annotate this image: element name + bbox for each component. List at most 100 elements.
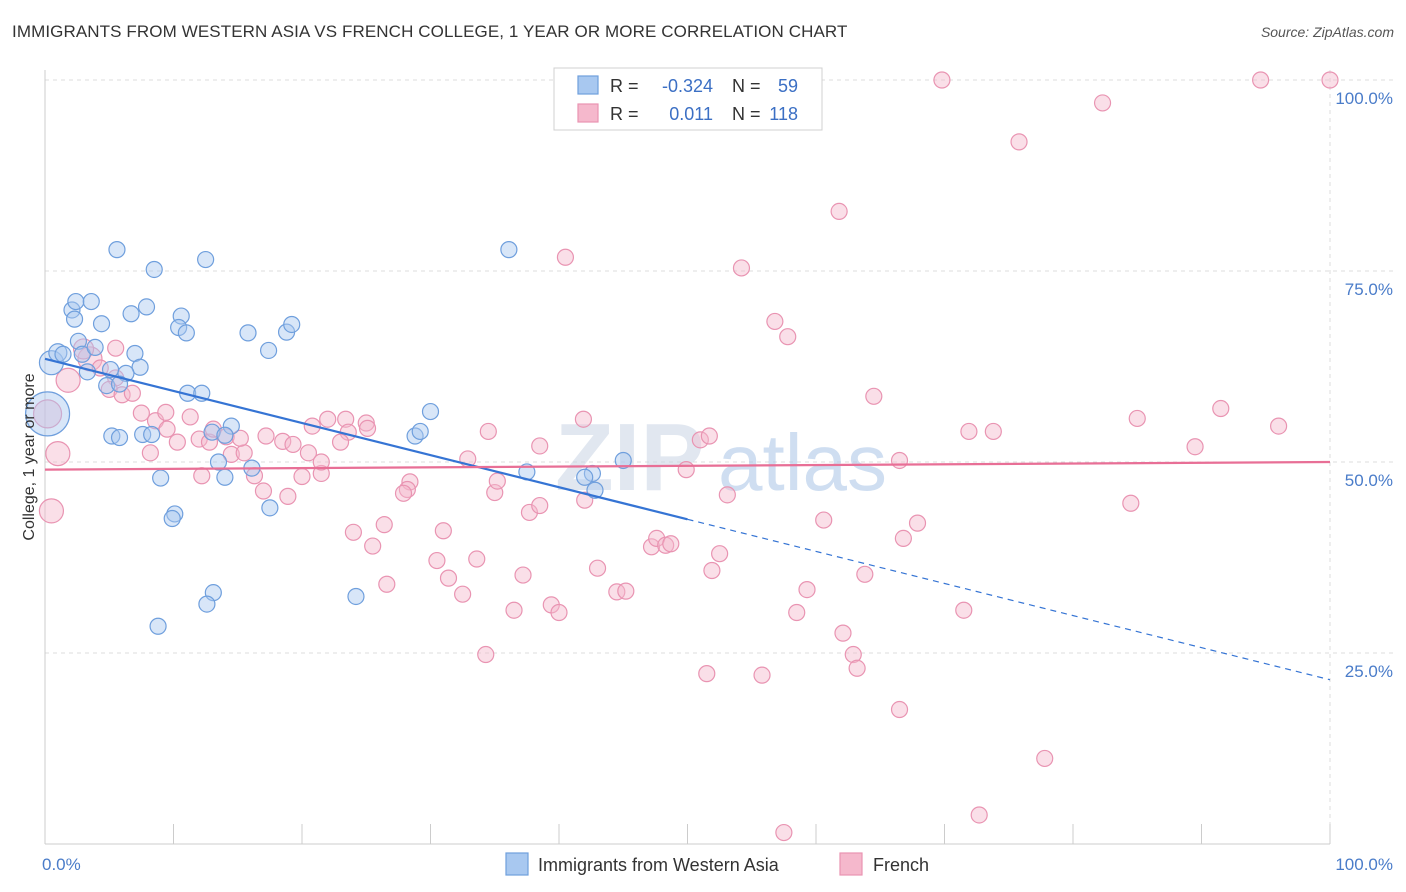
- french-point: [364, 537, 382, 555]
- french-point: [556, 248, 575, 266]
- stats-n-label-blue: N =: [732, 76, 761, 96]
- french-point: [107, 339, 125, 357]
- french-point: [550, 603, 568, 622]
- western-asia-point: [92, 315, 111, 333]
- stats-legend-blue-swatch: [577, 75, 599, 95]
- western-asia-point: [134, 425, 152, 444]
- western-asia-point: [163, 509, 181, 528]
- french-point: [775, 823, 793, 842]
- watermark: ZIP atlas: [555, 404, 887, 511]
- western-asia-point: [65, 310, 84, 328]
- western-asia-point: [197, 250, 215, 269]
- french-point: [319, 410, 337, 428]
- french-point: [181, 408, 199, 426]
- french-point: [691, 431, 709, 449]
- french-point: [454, 585, 472, 603]
- french-point: [235, 444, 253, 462]
- western-asia-point: [143, 425, 161, 444]
- trend-lines: [44, 357, 1331, 681]
- french-point: [834, 624, 852, 642]
- western-asia-trend-line: [44, 357, 688, 521]
- french-point: [1093, 94, 1112, 112]
- french-point: [531, 437, 549, 455]
- french-point: [1269, 417, 1288, 435]
- western-asia-point: [137, 298, 156, 316]
- french-point: [375, 516, 393, 534]
- french-point: [394, 484, 413, 502]
- french-point: [798, 580, 816, 599]
- western-asia-point: [216, 468, 234, 486]
- french-point: [505, 601, 523, 619]
- french-point: [865, 387, 883, 405]
- french-point: [157, 403, 175, 421]
- western-asia-point: [131, 358, 149, 376]
- western-asia-point: [145, 260, 163, 279]
- western-asia-point: [614, 451, 632, 470]
- french-point: [1036, 749, 1054, 768]
- western-asia-point: [110, 428, 129, 447]
- french-point: [955, 601, 973, 619]
- french-point: [434, 522, 452, 540]
- stats-n-value-blue: 59: [778, 76, 798, 96]
- western-asia-point: [149, 617, 167, 635]
- french-point: [856, 565, 874, 583]
- french-point: [439, 569, 458, 587]
- western-asia-point: [177, 324, 195, 342]
- french-point: [970, 806, 988, 824]
- source-credit: Source: ZipAtlas.com: [1260, 24, 1394, 40]
- western-asia-point: [406, 427, 424, 445]
- french-point: [477, 645, 495, 664]
- french-point: [132, 404, 150, 422]
- western-asia-point: [222, 417, 240, 435]
- legend-swatch-western-asia: [505, 852, 529, 876]
- watermark-atlas: atlas: [718, 418, 887, 507]
- western-asia-point: [347, 587, 365, 606]
- french-point: [890, 700, 909, 719]
- french-point: [274, 432, 292, 450]
- stats-r-value-pink: 0.011: [669, 104, 713, 124]
- french-point: [608, 583, 626, 601]
- french-point: [299, 444, 318, 462]
- western-asia-point: [411, 422, 429, 441]
- legend-label-western-asia: Immigrants from Western Asia: [538, 855, 780, 875]
- french-point: [32, 399, 63, 429]
- french-point: [960, 422, 978, 441]
- french-point: [257, 427, 275, 445]
- french-point: [428, 551, 446, 570]
- french-point: [168, 433, 186, 451]
- french-point: [1122, 494, 1140, 512]
- western-asia-point: [283, 315, 301, 334]
- stats-legend: R = -0.324 N = 59 R = 0.011 N = 118: [553, 67, 823, 131]
- french-point: [779, 328, 797, 346]
- french-point: [844, 645, 862, 664]
- western-asia-point: [110, 375, 129, 393]
- western-asia-point: [82, 292, 100, 311]
- french-point: [531, 496, 549, 515]
- french-point: [222, 445, 240, 463]
- x-tick-label-min: 0.0%: [42, 855, 81, 874]
- stats-r-label-pink: R =: [610, 104, 639, 124]
- french-point: [1128, 409, 1146, 428]
- french-point: [141, 444, 159, 462]
- french-point: [848, 659, 866, 677]
- french-point: [662, 535, 680, 553]
- french-point: [514, 566, 532, 584]
- french-point: [279, 487, 297, 505]
- french-point: [1186, 438, 1204, 456]
- western-asia-point: [108, 241, 126, 259]
- french-point: [1321, 71, 1339, 89]
- french-point: [711, 545, 729, 563]
- french-point: [574, 410, 593, 428]
- western-asia-point: [54, 345, 72, 363]
- y-tick-label: 50.0%: [1345, 471, 1393, 490]
- western-asia-point: [203, 423, 221, 441]
- western-asia-point: [259, 341, 278, 360]
- french-point: [642, 538, 661, 556]
- french-point: [1212, 399, 1230, 418]
- y-tick-label: 100.0%: [1335, 89, 1393, 108]
- french-point: [894, 529, 912, 548]
- y-axis-label: College, 1 year or more: [21, 373, 38, 540]
- western-asia-point: [152, 469, 170, 487]
- french-point: [55, 367, 81, 393]
- french-point: [766, 312, 784, 331]
